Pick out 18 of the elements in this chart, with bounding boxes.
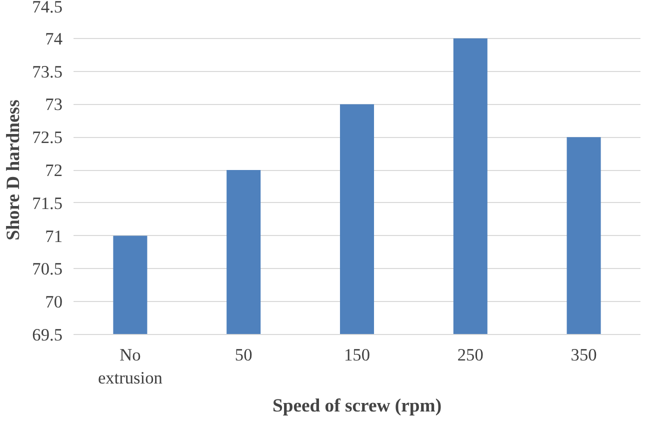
y-tick-label: 74	[45, 29, 63, 48]
y-tick-label: 73.5	[32, 62, 63, 82]
y-tick-label: 69.5	[32, 326, 63, 344]
x-tick-label: 50	[234, 346, 252, 364]
y-axis-title: Shore D hardness	[3, 100, 24, 240]
y-tick-label: 70	[45, 292, 62, 312]
y-tick-label: 72.5	[32, 128, 63, 148]
y-tick-label: 73	[45, 95, 62, 114]
y-tick-label: 72	[45, 161, 62, 180]
x-tick-label: 250	[457, 346, 484, 364]
y-tick-label: 71	[45, 226, 62, 246]
y-tick-label: 70.5	[32, 260, 63, 279]
x-tick-label: No extrusion	[98, 346, 163, 388]
y-tick-label: 71.5	[32, 194, 63, 213]
x-axis-title: Speed of screw (rpm)	[272, 395, 442, 416]
y-tick-label: 74.5	[32, 0, 63, 16]
x-tick-label: 350	[570, 346, 597, 364]
x-tick-label: 150	[344, 346, 370, 364]
